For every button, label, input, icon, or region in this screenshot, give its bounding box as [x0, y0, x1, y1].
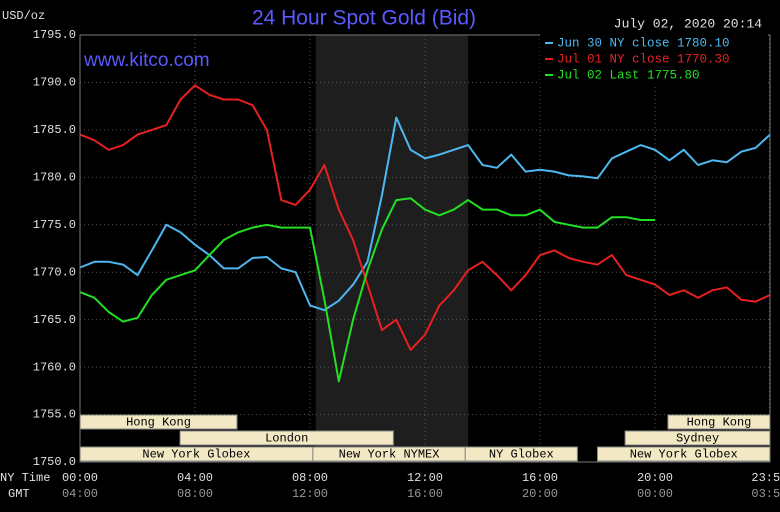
x2-axis-label: GMT: [8, 487, 30, 501]
timestamp: July 02, 2020 20:14: [614, 16, 762, 31]
y-tick-label: 1795.0: [33, 28, 76, 42]
y-tick-label: 1755.0: [33, 408, 76, 422]
session-label: Hong Kong: [126, 416, 191, 430]
x-tick-label: 12:00: [407, 471, 443, 485]
session-label: Sydney: [676, 432, 719, 446]
y-tick-label: 1765.0: [33, 313, 76, 327]
y-tick-label: 1760.0: [33, 360, 76, 374]
legend-label: Jun 30 NY close 1780.10: [557, 36, 730, 50]
plot-frame: [79, 34, 771, 463]
x-tick-label: 08:00: [292, 471, 328, 485]
chart-title: 24 Hour Spot Gold (Bid): [252, 7, 476, 30]
legend: Jun 30 NY close 1780.10 Jul 01 NY close 1…: [540, 34, 768, 84]
x2-tick-label: 08:00: [177, 487, 213, 501]
session-label: New York Globex: [630, 448, 738, 462]
x-tick-label: 20:00: [637, 471, 673, 485]
session-label: London: [265, 432, 308, 446]
y-tick-label: 1770.0: [33, 265, 76, 279]
x-tick-label: 23:59: [751, 471, 780, 485]
x-axis-label: NY Time: [0, 471, 50, 485]
watermark: www.kitco.com: [83, 50, 210, 71]
session-bar: [464, 446, 578, 462]
legend-label: Jul 02 Last 1775.80: [557, 68, 700, 82]
session-label: New York NYMEX: [339, 448, 440, 462]
plot-layer: 1750.0 1755.0 1760.0 1765.0 1770.0 1775.0 1780…: [33, 28, 780, 501]
x2-tick-label: 04:00: [62, 487, 98, 501]
y-tick-label: 1750.0: [33, 455, 76, 469]
shaded-range: [315, 35, 469, 462]
legend-label: Jul 01 NY close 1770.30: [557, 52, 730, 66]
x2-tick-label: 20:00: [522, 487, 558, 501]
series-line: [79, 197, 655, 383]
x2-tick-label: 16:00: [407, 487, 443, 501]
y-tick-label: 1785.0: [33, 123, 76, 137]
x-tick-label: 16:00: [522, 471, 558, 485]
series-line: [79, 84, 771, 351]
x2-tick-label: 12:00: [292, 487, 328, 501]
y-tick-label: 1780.0: [33, 171, 76, 185]
session-label: New York Globex: [142, 448, 250, 462]
series-line: [79, 116, 771, 312]
y-tick-label: 1790.0: [33, 76, 76, 90]
x2-tick-label: 03:59: [751, 487, 780, 501]
x-tick-label: 00:00: [62, 471, 98, 485]
y-unit: USD/oz: [2, 9, 45, 23]
x2-tick-label: 00:00: [637, 487, 673, 501]
x-tick-label: 04:00: [177, 471, 213, 485]
y-tick-label: 1775.0: [33, 218, 76, 232]
session-bar: [179, 430, 394, 446]
legend-box: [540, 34, 768, 84]
session-label: NY Globex: [489, 448, 554, 462]
session-label: Hong Kong: [687, 416, 752, 430]
